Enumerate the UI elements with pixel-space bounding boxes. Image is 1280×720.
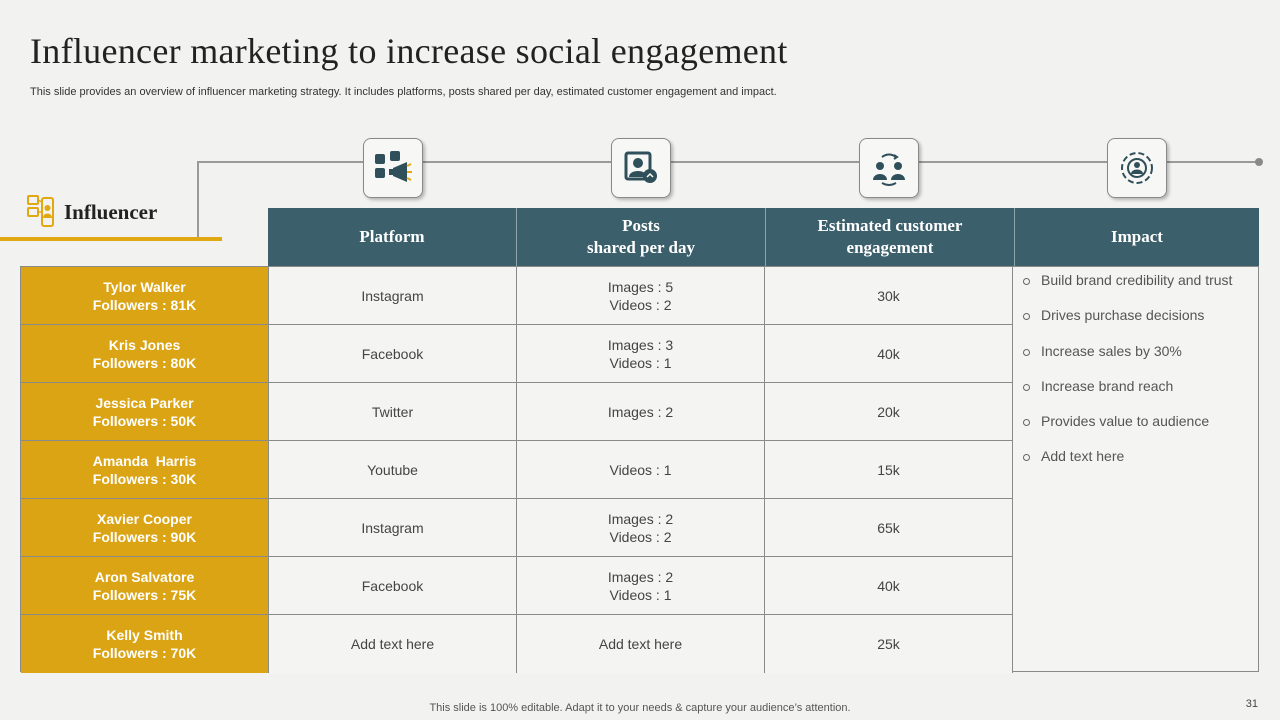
social-media-icon — [375, 151, 412, 182]
engagement-cell: 65k — [765, 499, 1013, 557]
table-header: Platform Posts shared per day Estimated c… — [268, 208, 1259, 266]
influencer-network-icon — [27, 195, 54, 227]
header-engagement: Estimated customer engagement — [766, 208, 1015, 266]
bullet-icon — [1023, 313, 1030, 320]
impact-column: Build brand credibility and trust Drives… — [1013, 267, 1258, 671]
engagement-people-icon — [873, 153, 905, 186]
page-number: 31 — [1245, 698, 1258, 710]
influencer-name-cell: Jessica Parker Followers : 50K — [21, 383, 269, 441]
header-platform: Platform — [268, 208, 517, 266]
impact-item: Provides value to audience — [1023, 413, 1209, 429]
platform-cell: Instagram — [269, 499, 517, 557]
bullet-icon — [1023, 349, 1030, 356]
engagement-cell: 25k — [765, 615, 1013, 673]
profile-card-icon — [624, 151, 657, 183]
footer-note: This slide is 100% editable. Adapt it to… — [429, 702, 851, 714]
bullet-icon — [1023, 278, 1030, 285]
impact-item: Drives purchase decisions — [1023, 307, 1204, 323]
posts-cell: Videos : 1 — [517, 441, 765, 499]
platform-cell: Facebook — [269, 325, 517, 383]
table-row: Aron Salvatore Followers : 75K Facebook I… — [21, 557, 1013, 615]
engagement-cell: 40k — [765, 325, 1013, 383]
impact-item: Increase brand reach — [1023, 378, 1173, 394]
table-row: Kris Jones Followers : 80K Facebook Image… — [21, 325, 1013, 383]
platform-cell: Youtube — [269, 441, 517, 499]
table-row: Jessica Parker Followers : 50K Twitter Im… — [21, 383, 1013, 441]
table-row: Xavier Cooper Followers : 90K Instagram I… — [21, 499, 1013, 557]
engagement-cell: 30k — [765, 267, 1013, 325]
platform-cell: Facebook — [269, 557, 517, 615]
influencer-name-cell: Xavier Cooper Followers : 90K — [21, 499, 269, 557]
influencer-name-cell: Amanda Harris Followers : 30K — [21, 441, 269, 499]
engagement-people-icon-box — [859, 138, 919, 198]
connector-horizontal — [197, 161, 1259, 163]
profile-card-icon-box — [611, 138, 671, 198]
posts-cell: Images : 2 Videos : 2 — [517, 499, 765, 557]
engagement-cell: 20k — [765, 383, 1013, 441]
impact-item: Add text here — [1023, 448, 1124, 464]
impact-item: Build brand credibility and trust — [1023, 272, 1232, 288]
platform-cell: Twitter — [269, 383, 517, 441]
header-engagement-line1: Estimated customer — [817, 216, 963, 235]
posts-cell: Images : 3 Videos : 1 — [517, 325, 765, 383]
influencer-name-cell: Kris Jones Followers : 80K — [21, 325, 269, 383]
posts-cell: Add text here — [517, 615, 765, 673]
header-posts-line1: Posts — [622, 216, 660, 235]
influencer-label: Influencer — [64, 199, 158, 224]
bullet-icon — [1023, 454, 1030, 461]
engagement-cell: 15k — [765, 441, 1013, 499]
influencer-heading: Influencer — [26, 194, 157, 230]
bullet-icon — [1023, 419, 1030, 426]
connector-end-dot — [1255, 158, 1263, 166]
page-subtitle: This slide provides an overview of influ… — [30, 86, 777, 98]
posts-cell: Images : 2 Videos : 1 — [517, 557, 765, 615]
header-posts: Posts shared per day — [517, 208, 766, 266]
influencer-name-cell: Tylor Walker Followers : 81K — [21, 267, 269, 325]
header-impact: Impact — [1111, 227, 1163, 246]
header-posts-line2: shared per day — [586, 238, 695, 257]
influencer-underline — [0, 237, 222, 241]
platform-cell: Instagram — [269, 267, 517, 325]
page-title: Influencer marketing to increase social … — [30, 31, 788, 71]
impact-target-icon-box — [1107, 138, 1167, 198]
posts-cell: Images : 2 — [517, 383, 765, 441]
header-engagement-line2: engagement — [846, 238, 934, 257]
impact-item: Increase sales by 30% — [1023, 343, 1182, 359]
table-row: Tylor Walker Followers : 81K Instagram Im… — [21, 267, 1013, 325]
table-row: Amanda Harris Followers : 30K Youtube Vid… — [21, 441, 1013, 499]
engagement-cell: 40k — [765, 557, 1013, 615]
influencer-name-cell: Kelly Smith Followers : 70K — [21, 615, 269, 673]
influencer-name-cell: Aron Salvatore Followers : 75K — [21, 557, 269, 615]
impact-target-icon — [1121, 152, 1153, 184]
posts-cell: Images : 5 Videos : 2 — [517, 267, 765, 325]
connector-vertical — [197, 161, 199, 237]
bullet-icon — [1023, 384, 1030, 391]
table-body: Tylor Walker Followers : 81K Instagram Im… — [20, 266, 1259, 673]
platform-cell: Add text here — [269, 615, 517, 673]
table-row: Kelly Smith Followers : 70K Add text here… — [21, 615, 1013, 673]
social-media-icon-box — [363, 138, 423, 198]
